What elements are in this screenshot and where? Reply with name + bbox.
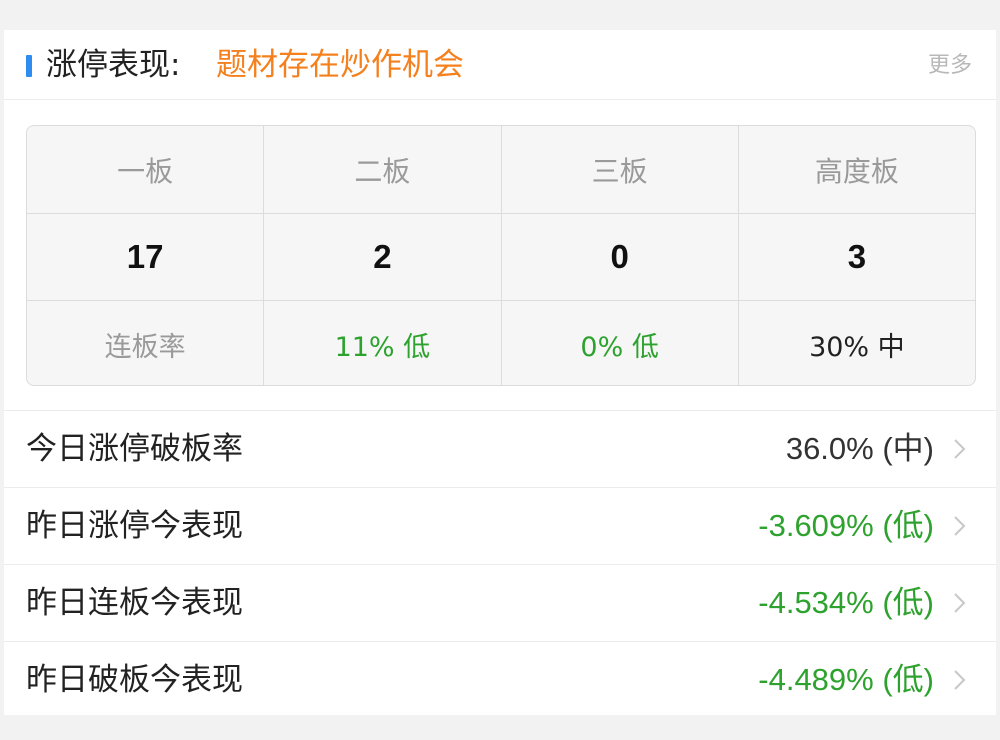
more-link[interactable]: 更多	[927, 53, 972, 78]
board-rate: 30% 中	[737, 301, 975, 385]
metrics-list: 今日涨停破板率 36.0% (中) 昨日涨停今表现 -3.609% (低) 昨日…	[4, 410, 996, 718]
rate-row-label: 连板率	[104, 331, 186, 363]
board-count: 17	[126, 238, 164, 275]
metric-label: 昨日破板今表现	[26, 662, 243, 698]
board-count: 3	[737, 214, 975, 300]
metric-value: 36.0% (中)	[785, 431, 934, 466]
metric-row[interactable]: 今日涨停破板率 36.0% (中)	[4, 410, 996, 487]
board-col-header: 三板	[500, 126, 738, 213]
section-title: 涨停表现:	[46, 47, 181, 83]
board-rate-row: 连板率 11% 低 0% 低 30% 中	[27, 300, 975, 385]
metric-row[interactable]: 昨日连板今表现 -4.534% (低)	[4, 564, 996, 641]
metric-row[interactable]: 昨日破板今表现 -4.489% (低)	[4, 641, 996, 718]
board-count-row: 17 2 0 3	[27, 213, 975, 300]
chevron-right-icon	[954, 670, 966, 690]
title-accent-bar	[26, 55, 32, 77]
limit-up-card: 涨停表现: 题材存在炒作机会 更多 一板 二板 三板 高度板 17 2 0 3 …	[4, 30, 996, 715]
board-stats-table: 一板 二板 三板 高度板 17 2 0 3 连板率 11% 低 0% 低 30%…	[26, 125, 976, 386]
chevron-right-icon	[954, 516, 966, 536]
board-count: 2	[263, 214, 500, 300]
board-header-row: 一板 二板 三板 高度板	[27, 126, 975, 213]
metric-row[interactable]: 昨日涨停今表现 -3.609% (低)	[4, 487, 996, 564]
board-count: 0	[500, 214, 738, 300]
card-header: 涨停表现: 题材存在炒作机会 更多	[4, 30, 996, 100]
chevron-right-icon	[954, 439, 966, 459]
metric-value: -4.489% (低)	[758, 662, 934, 697]
section-highlight: 题材存在炒作机会	[216, 47, 464, 83]
board-col-header: 高度板	[737, 126, 975, 213]
board-rate: 11% 低	[263, 301, 500, 385]
metric-value: -3.609% (低)	[758, 508, 934, 543]
metric-value: -4.534% (低)	[758, 585, 934, 620]
board-col-header: 一板	[117, 154, 174, 188]
metric-label: 昨日涨停今表现	[26, 508, 243, 544]
metric-label: 昨日连板今表现	[26, 585, 243, 621]
board-rate: 0% 低	[500, 301, 738, 385]
board-col-header: 二板	[263, 126, 500, 213]
metric-label: 今日涨停破板率	[26, 431, 243, 467]
chevron-right-icon	[954, 593, 966, 613]
